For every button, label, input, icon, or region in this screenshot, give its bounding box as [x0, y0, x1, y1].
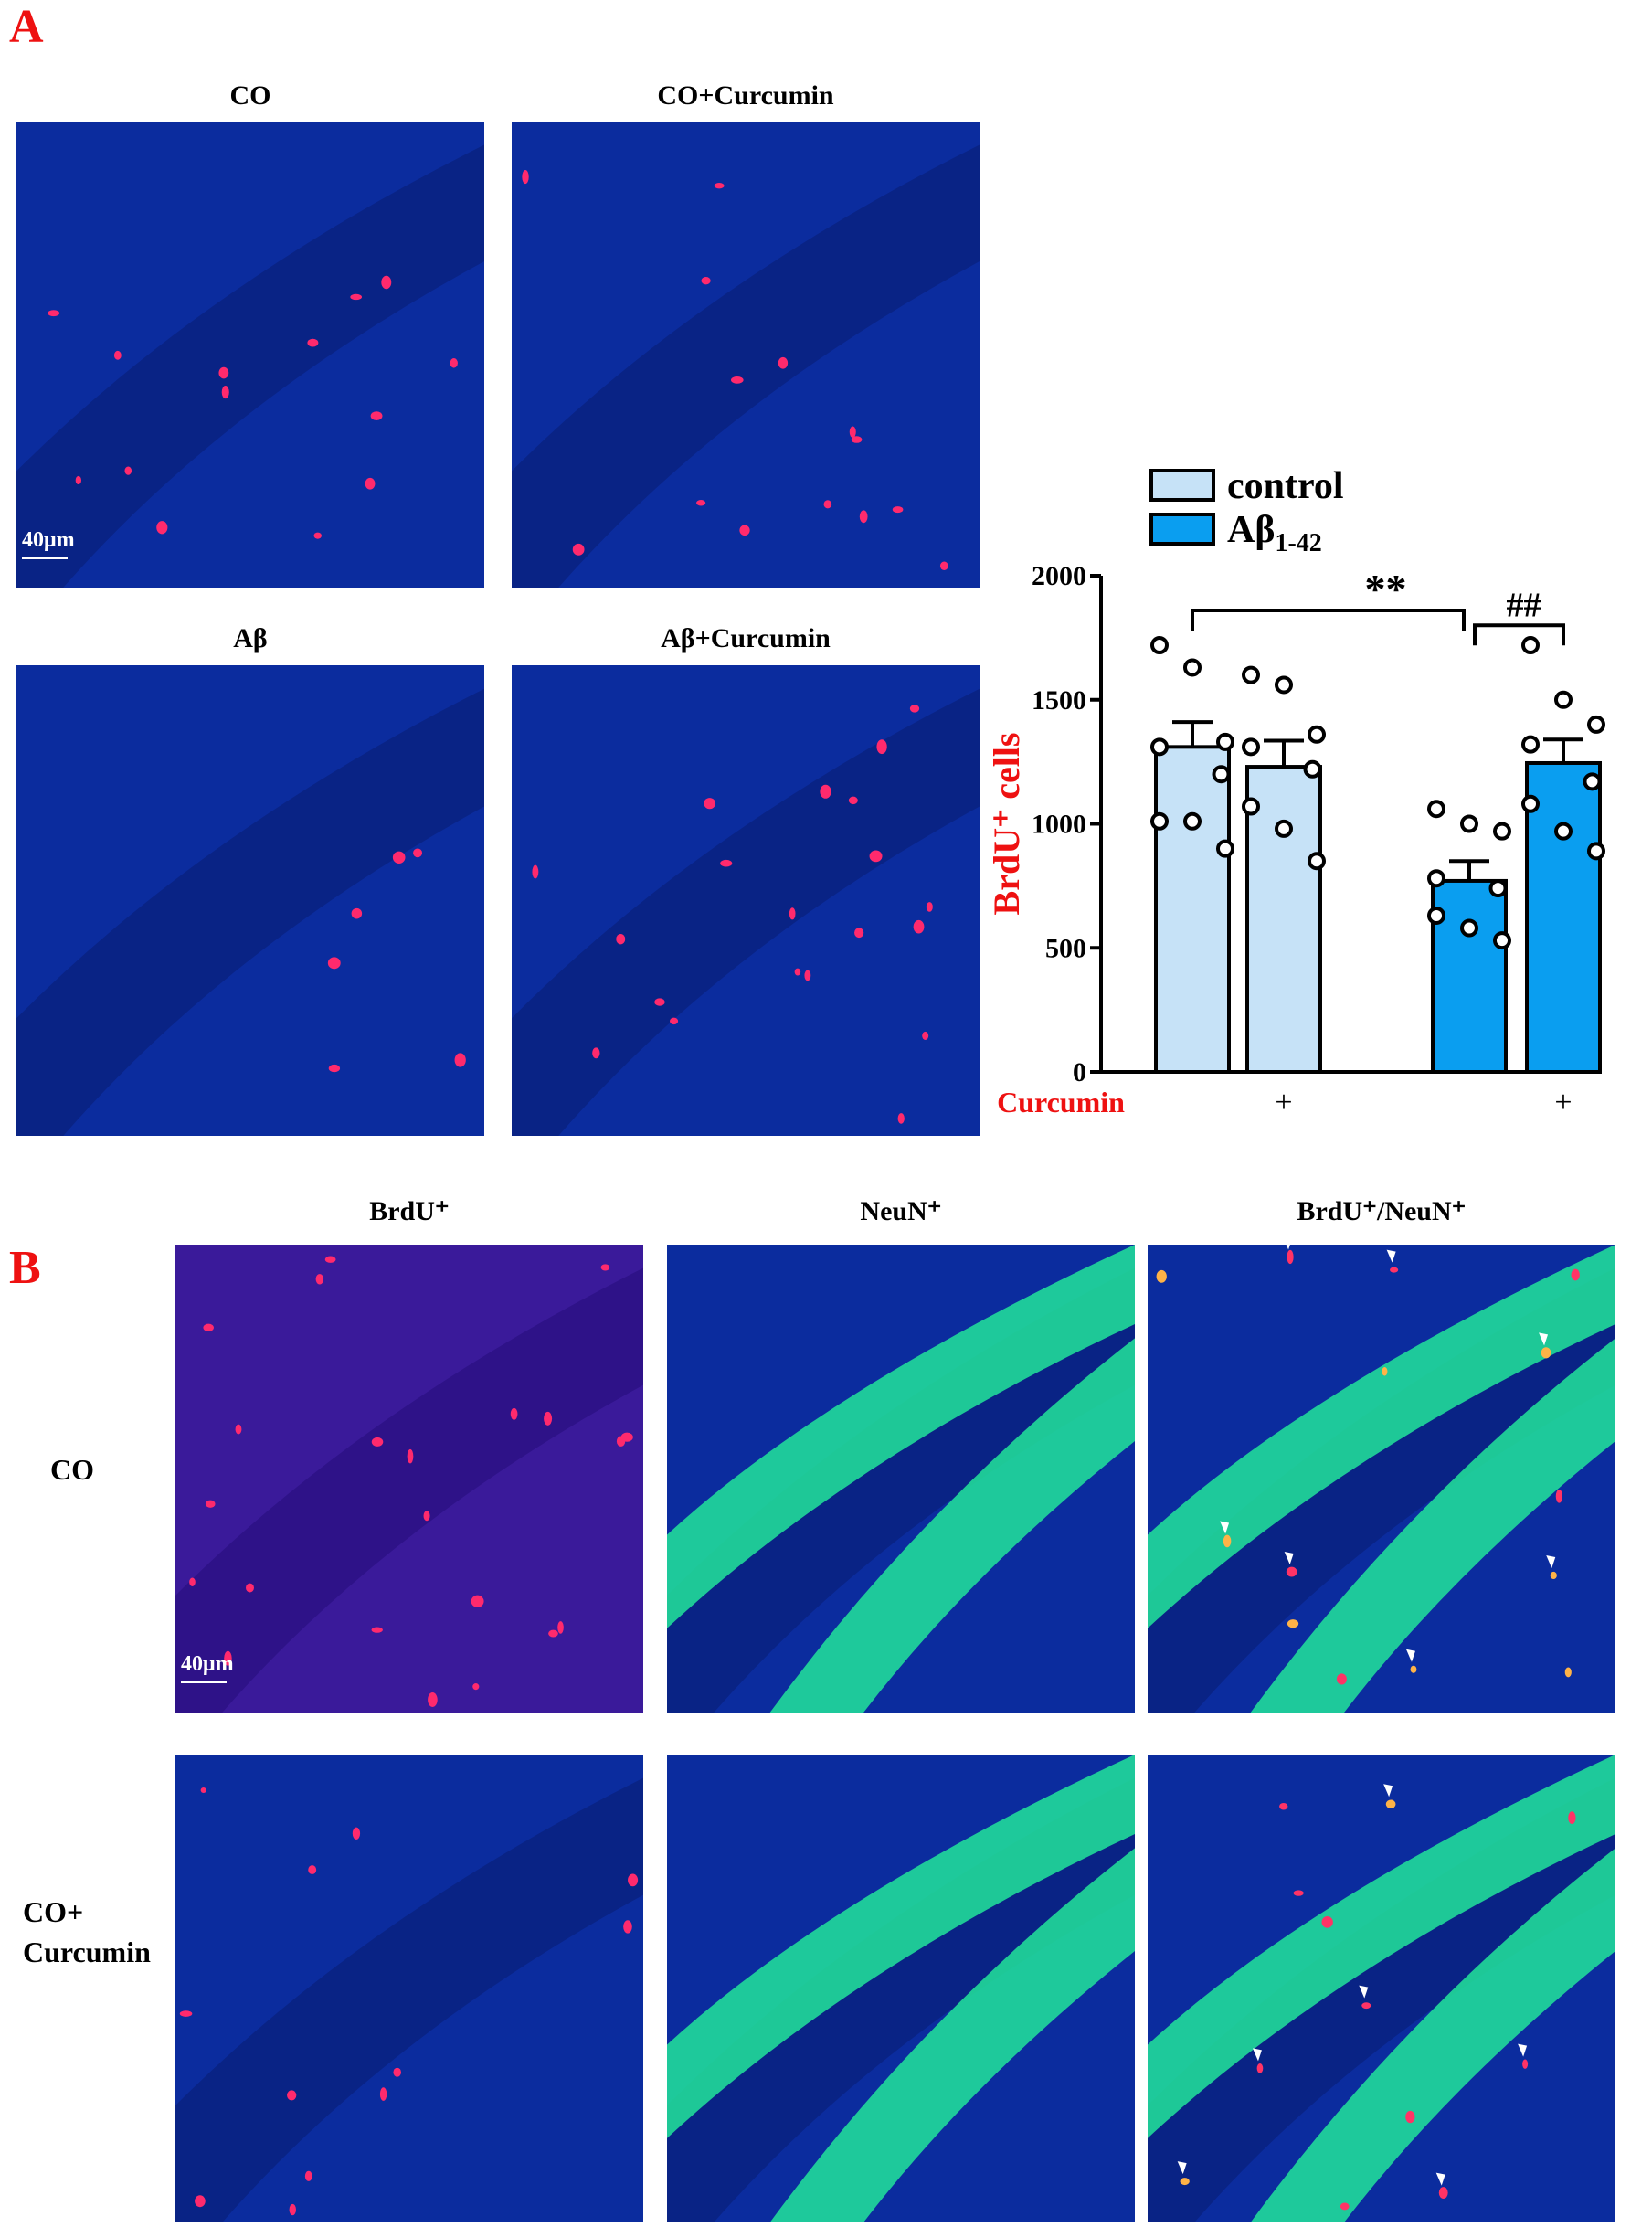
panel-a-label: A	[9, 1, 44, 53]
significance-label-0: **	[1365, 566, 1407, 612]
data-point-3-7	[1587, 842, 1605, 861]
data-point-1-0	[1242, 665, 1260, 684]
data-point-1-6	[1275, 819, 1293, 838]
micrograph-co-curcumin-brdu	[175, 1755, 643, 2222]
row-label-co-line: CO	[50, 1453, 94, 1486]
scale-bar-b: 40μm	[181, 1652, 234, 1683]
data-point-0-4	[1212, 765, 1231, 784]
curcumin-marker-3: +	[1554, 1086, 1572, 1119]
data-point-1-2	[1308, 725, 1326, 744]
micrograph-co-merged	[1148, 1245, 1615, 1713]
data-point-0-1	[1183, 658, 1202, 677]
legend-label-1: Aβ1-42	[1227, 509, 1322, 557]
micrograph-co-curcumin	[512, 122, 980, 588]
data-point-3-3	[1521, 735, 1540, 754]
scale-bar-b-label: 40μm	[181, 1652, 234, 1676]
legend-label-0: control	[1227, 465, 1344, 507]
y-axis-label: BrdU⁺ cells	[986, 733, 1027, 916]
data-point-0-6	[1183, 811, 1202, 831]
significance-label-1: ##	[1507, 586, 1541, 624]
image-title-co: CO	[229, 80, 271, 111]
y-tick-label-500: 500	[1045, 933, 1086, 963]
micrograph-co-curcumin-neun	[667, 1755, 1135, 2222]
data-point-2-1	[1460, 814, 1478, 833]
data-point-3-1	[1554, 690, 1573, 709]
row-label-co: CO	[50, 1449, 94, 1490]
scale-bar-a-line	[22, 557, 68, 559]
data-point-1-4	[1303, 759, 1322, 779]
data-point-2-4	[1488, 879, 1508, 898]
bar-3	[1525, 760, 1602, 1074]
scale-bar-a-label: 40μm	[22, 528, 75, 552]
image-title-abeta: Aβ	[233, 623, 268, 653]
x-row-label: Curcumin	[997, 1086, 1125, 1119]
data-point-0-7	[1216, 839, 1234, 858]
panel-b-label: B	[9, 1242, 41, 1294]
data-point-2-0	[1427, 800, 1446, 819]
bar-1	[1245, 765, 1322, 1074]
scale-bar-b-line	[181, 1681, 227, 1683]
bar-0	[1154, 745, 1231, 1074]
y-tick-label-0: 0	[1073, 1057, 1086, 1087]
image-title-co-curcumin: CO+Curcumin	[657, 80, 834, 111]
data-point-3-0	[1521, 636, 1540, 655]
data-point-1-7	[1308, 852, 1326, 871]
bar-2	[1431, 878, 1508, 1074]
significance-bracket-0	[1191, 609, 1466, 631]
micrograph-abeta	[16, 665, 484, 1136]
column-title-brdu: BrdU⁺	[369, 1196, 450, 1226]
column-title-neun: NeuN⁺	[860, 1196, 942, 1226]
data-point-2-7	[1493, 931, 1511, 950]
data-point-2-6	[1460, 918, 1478, 938]
micrograph-co-neun	[667, 1245, 1135, 1713]
scale-bar-a: 40μm	[22, 528, 75, 559]
row-label-co-curcumin-line2: Curcumin	[23, 1935, 151, 1968]
data-point-3-6	[1554, 822, 1573, 841]
data-point-1-5	[1242, 797, 1260, 816]
data-point-2-5	[1427, 906, 1446, 925]
data-point-0-0	[1150, 636, 1169, 655]
y-tick-label-2000: 2000	[1032, 561, 1086, 591]
data-point-0-3	[1150, 737, 1169, 757]
curcumin-marker-1: +	[1275, 1086, 1292, 1119]
legend-swatch-0	[1149, 469, 1215, 502]
micrograph-co	[16, 122, 484, 588]
data-point-3-5	[1521, 794, 1540, 813]
row-label-co-curcumin-line1: CO+	[23, 1895, 84, 1928]
micrograph-co-curcumin-merged	[1148, 1755, 1615, 2222]
data-point-0-5	[1150, 811, 1169, 831]
y-tick-label-1500: 1500	[1032, 685, 1086, 716]
significance-bracket-1	[1473, 623, 1565, 646]
y-tick-label-1000: 1000	[1032, 810, 1086, 840]
micrograph-abeta-curcumin	[512, 665, 980, 1136]
data-point-2-3	[1427, 869, 1446, 888]
data-point-3-4	[1583, 772, 1602, 791]
data-point-2-2	[1493, 822, 1511, 841]
data-point-1-3	[1242, 737, 1260, 757]
column-title-merged: BrdU⁺/NeuN⁺	[1297, 1196, 1467, 1226]
data-point-0-2	[1216, 732, 1234, 751]
legend-swatch-1	[1149, 513, 1215, 546]
image-title-abeta-curcumin: Aβ+Curcumin	[661, 623, 831, 653]
micrograph-co-brdu	[175, 1245, 643, 1713]
data-point-1-1	[1275, 675, 1293, 695]
data-point-3-2	[1587, 715, 1605, 734]
row-label-co-curcumin: CO+ Curcumin	[23, 1892, 151, 1972]
